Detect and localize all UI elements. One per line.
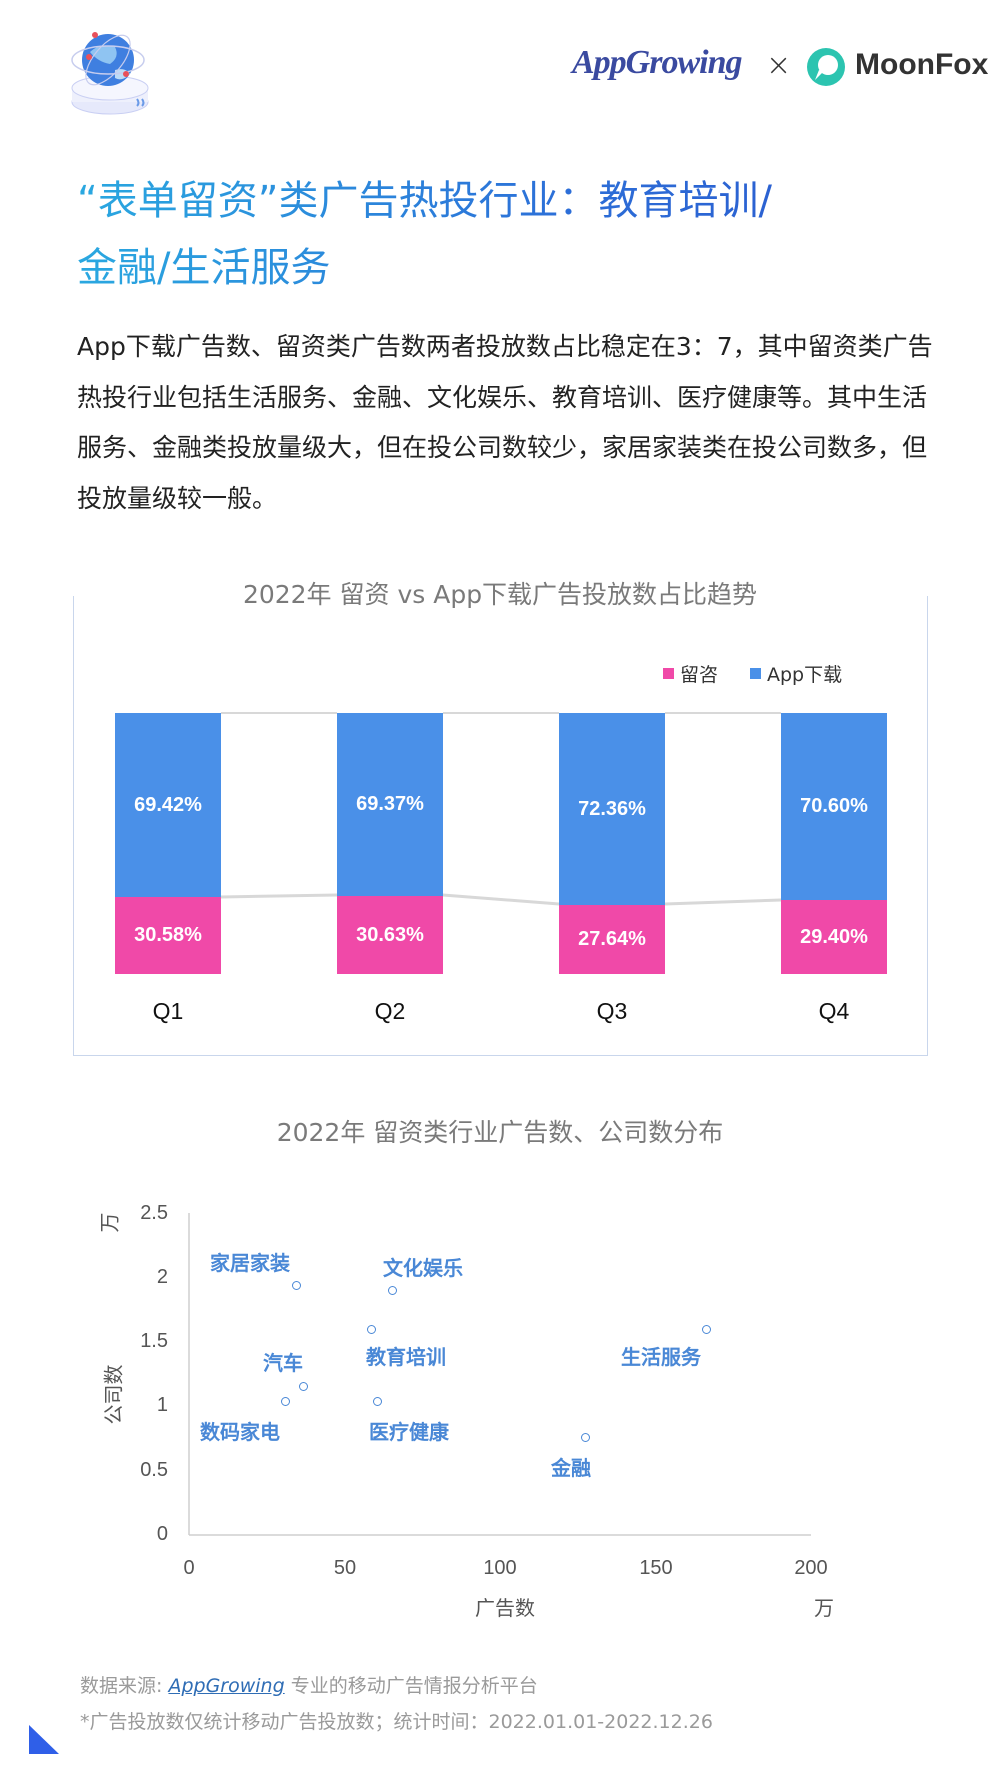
bar-segment-liuzi: 29.40% [781,900,887,974]
point-label: 教育培训 [366,1345,446,1369]
point-label: 医疗健康 [369,1420,449,1444]
source-suffix: 专业的移动广告情报分析平台 [284,1675,538,1697]
y-tick: 2.5 [140,1202,168,1224]
bar-q3: 72.36% 27.64% [559,713,665,974]
appgrowing-logo: AppGrowing [572,44,742,81]
moonfox-logo-text: MoonFox [855,48,989,81]
legend-item-liuzi: 留咨 [663,660,718,687]
x-tick-q2: Q2 [374,998,406,1024]
scatter-point-digital-appliances [281,1397,290,1406]
scatter-point-healthcare [373,1397,382,1406]
bar-segment-liuzi: 30.63% [337,896,443,974]
point-label: 金融 [551,1456,591,1480]
point-label: 汽车 [263,1351,303,1375]
moonfox-logo-icon [807,48,845,86]
x-tick: 150 [639,1557,673,1579]
bar-q2: 69.37% 30.63% [337,713,443,974]
y-tick: 1.5 [140,1330,168,1352]
scatter-point-culture-entertainment [388,1286,397,1295]
x-tick: 0 [183,1557,195,1579]
x-tick: 100 [483,1557,517,1579]
legend-label: App下载 [767,664,843,686]
bar-segment-app-download: 69.37% [337,713,443,896]
x-tick-q1: Q1 [152,998,184,1024]
point-label: 文化娱乐 [383,1256,463,1280]
point-label: 家居家装 [210,1251,290,1275]
scatter-point-home-decor [292,1281,301,1290]
bar-connector-lines [220,712,782,906]
y-tick: 0.5 [140,1459,168,1481]
bar-segment-liuzi: 30.58% [115,897,221,974]
scatter-point-auto [299,1382,308,1391]
legend-swatch-pink [663,668,674,679]
globe-illustration-icon [71,32,149,115]
bar-q1: 69.42% 30.58% [115,713,221,974]
appgrowing-link[interactable]: AppGrowing [168,1675,285,1697]
summary-paragraph: App下载广告数、留资类广告数两者投放数占比稳定在3：7，其中留资类广告热投行业… [77,332,933,513]
corner-triangle-decoration [29,1725,59,1754]
y-tick: 2 [156,1266,168,1288]
scatter-point-education [367,1325,376,1334]
y-axis-unit: 万 [97,1212,122,1233]
x-tick: 50 [333,1557,357,1579]
source-prefix: 数据来源: [80,1675,169,1697]
x-tick-q4: Q4 [818,998,850,1024]
bar-segment-app-download: 69.42% [115,713,221,897]
y-tick: 0 [156,1523,168,1545]
x-tick-q3: Q3 [596,998,628,1024]
footnote: *广告投放数仅统计移动广告投放数；统计时间：2022.01.01-2022.12… [80,1711,713,1733]
legend-item-app-download: App下载 [750,660,842,687]
x-tick: 200 [794,1557,828,1579]
point-label: 生活服务 [621,1345,701,1369]
bar-q4: 70.60% 29.40% [781,713,887,974]
scatter-point-finance [581,1433,590,1442]
legend-swatch-blue [750,668,761,679]
scatter-point-life-services [702,1325,711,1334]
bar-segment-app-download: 70.60% [781,713,887,900]
x-axis-label: 广告数 [475,1596,535,1620]
bar-chart-title: 2022年 留资 vs App下载广告投放数占比趋势 [242,580,758,609]
scatter-chart-title: 2022年 留资类行业广告数、公司数分布 [276,1118,724,1147]
data-source-line: 数据来源: AppGrowing 专业的移动广告情报分析平台 [80,1671,538,1698]
point-label: 数码家电 [200,1420,280,1444]
legend-label: 留咨 [680,664,719,686]
x-axis-unit: 万 [814,1596,834,1620]
bar-segment-app-download: 72.36% [559,713,665,905]
collab-separator: × [766,48,792,83]
bar-segment-liuzi: 27.64% [559,905,665,974]
y-tick: 1 [156,1394,168,1416]
